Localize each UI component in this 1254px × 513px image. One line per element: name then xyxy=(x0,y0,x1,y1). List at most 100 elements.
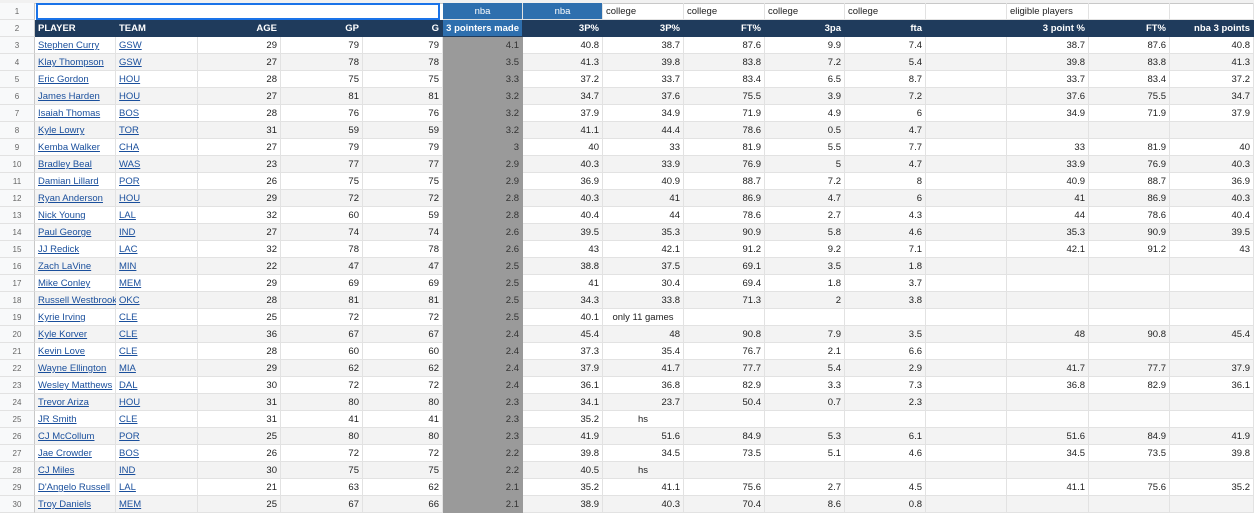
cell-link[interactable]: JJ Redick xyxy=(38,244,80,255)
cell-link[interactable]: James Harden xyxy=(38,91,100,102)
row-number: 26 xyxy=(0,428,35,445)
cell-link[interactable]: Paul George xyxy=(38,227,92,238)
row-number: 16 xyxy=(0,258,35,275)
cell: 3.2 xyxy=(443,105,523,122)
cell-link[interactable]: Kyrie Irving xyxy=(38,312,86,323)
cell-link[interactable]: Troy Daniels xyxy=(38,499,91,510)
cell-link[interactable]: OKC xyxy=(119,295,140,306)
cell: D'Angelo Russell xyxy=(35,479,116,496)
selected-cell[interactable] xyxy=(36,3,440,20)
cell-link[interactable]: Wesley Matthews xyxy=(38,380,113,391)
cell: 3.5 xyxy=(765,258,845,275)
cell-link[interactable]: CLE xyxy=(119,414,138,425)
cell-link[interactable]: Kevin Love xyxy=(38,346,86,357)
cell-link[interactable]: MIA xyxy=(119,363,136,374)
cell: 75.5 xyxy=(1089,88,1170,105)
cell-link[interactable]: LAL xyxy=(119,482,136,493)
column-header: G xyxy=(363,20,443,37)
cell: 4.1 xyxy=(443,37,523,54)
cell-link[interactable]: Kyle Korver xyxy=(38,329,88,340)
cell: Stephen Curry xyxy=(35,37,116,54)
cell-link[interactable]: GSW xyxy=(119,40,142,51)
cell: 45.4 xyxy=(1170,326,1254,343)
cell-link[interactable]: CLE xyxy=(119,346,138,357)
cell: 34.3 xyxy=(523,292,603,309)
cell-link[interactable]: Ryan Anderson xyxy=(38,193,103,204)
cell-link[interactable]: Bradley Beal xyxy=(38,159,92,170)
cell-link[interactable]: MEM xyxy=(119,499,142,510)
cell-link[interactable]: Kemba Walker xyxy=(38,142,100,153)
cell xyxy=(1007,394,1089,411)
cell: 29 xyxy=(198,37,281,54)
cell-link[interactable]: D'Angelo Russell xyxy=(38,482,111,493)
cell: 2.9 xyxy=(845,360,926,377)
cell: 33.8 xyxy=(603,292,684,309)
cell: 3.3 xyxy=(443,71,523,88)
cell: 79 xyxy=(281,139,363,156)
cell: CLE xyxy=(116,326,198,343)
cell-link[interactable]: BOS xyxy=(119,448,140,459)
cell-link[interactable]: GSW xyxy=(119,57,142,68)
cell-link[interactable]: Nick Young xyxy=(38,210,86,221)
cell: 41 xyxy=(281,411,363,428)
cell: GSW xyxy=(116,54,198,71)
cell: 34.7 xyxy=(523,88,603,105)
cell-link[interactable]: DAL xyxy=(119,380,138,391)
group-header: college xyxy=(845,3,926,20)
cell-link[interactable]: Mike Conley xyxy=(38,278,91,289)
cell: MIA xyxy=(116,360,198,377)
cell: 71.9 xyxy=(1089,105,1170,122)
cell-link[interactable]: Eric Gordon xyxy=(38,74,89,85)
cell-link[interactable]: LAL xyxy=(119,210,136,221)
cell-link[interactable]: BOS xyxy=(119,108,140,119)
cell-link[interactable]: TOR xyxy=(119,125,139,136)
cell-link[interactable]: Stephen Curry xyxy=(38,40,100,51)
cell-link[interactable]: CLE xyxy=(119,329,138,340)
cell: 41 xyxy=(603,190,684,207)
cell: 51.6 xyxy=(603,428,684,445)
cell-link[interactable]: HOU xyxy=(119,193,141,204)
cell-link[interactable]: CJ Miles xyxy=(38,465,75,476)
cell-link[interactable]: CLE xyxy=(119,312,138,323)
cell-link[interactable]: Damian Lillard xyxy=(38,176,99,187)
cell-link[interactable]: CJ McCollum xyxy=(38,431,95,442)
cell-link[interactable]: IND xyxy=(119,465,136,476)
cell: 88.7 xyxy=(1089,173,1170,190)
cell-link[interactable]: Trevor Ariza xyxy=(38,397,89,408)
cell xyxy=(926,122,1007,139)
group-header: college xyxy=(684,3,765,20)
cell: 35.2 xyxy=(523,411,603,428)
row-number: 2 xyxy=(0,20,35,37)
cell-link[interactable]: LAC xyxy=(119,244,138,255)
cell-link[interactable]: CHA xyxy=(119,142,140,153)
cell-link[interactable]: MIN xyxy=(119,261,137,272)
cell xyxy=(1007,411,1089,428)
cell-link[interactable]: HOU xyxy=(119,91,141,102)
cell-link[interactable]: POR xyxy=(119,431,140,442)
cell-link[interactable]: POR xyxy=(119,176,140,187)
cell-link[interactable]: Russell Westbrook xyxy=(38,295,118,306)
row-number: 5 xyxy=(0,71,35,88)
cell-link[interactable]: Wayne Ellington xyxy=(38,363,107,374)
cell: 67 xyxy=(363,326,443,343)
cell-link[interactable]: IND xyxy=(119,227,136,238)
cell-link[interactable]: Jae Crowder xyxy=(38,448,92,459)
cell-link[interactable]: MEM xyxy=(119,278,142,289)
cell: 71.9 xyxy=(684,105,765,122)
cell-link[interactable]: Zach LaVine xyxy=(38,261,92,272)
cell-link[interactable]: HOU xyxy=(119,74,141,85)
cell: 39.8 xyxy=(1170,445,1254,462)
row-number: 19 xyxy=(0,309,35,326)
row-number: 25 xyxy=(0,411,35,428)
cell-link[interactable]: HOU xyxy=(119,397,141,408)
cell: 43 xyxy=(1170,241,1254,258)
cell: 2.8 xyxy=(443,207,523,224)
cell-link[interactable]: WAS xyxy=(119,159,141,170)
cell: 3.5 xyxy=(443,54,523,71)
cell-link[interactable]: Kyle Lowry xyxy=(38,125,85,136)
cell: 8.7 xyxy=(845,71,926,88)
cell-link[interactable]: Klay Thompson xyxy=(38,57,104,68)
cell-link[interactable]: JR Smith xyxy=(38,414,77,425)
cell: 75 xyxy=(363,71,443,88)
cell-link[interactable]: Isaiah Thomas xyxy=(38,108,101,119)
